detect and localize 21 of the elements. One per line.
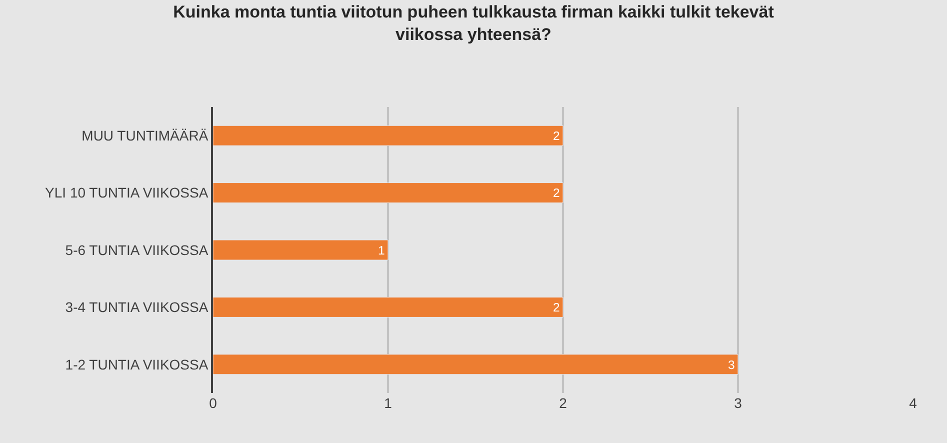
- bar: [213, 354, 738, 375]
- x-tick-label: 1: [384, 395, 392, 411]
- bar: [213, 240, 388, 260]
- bar: [213, 125, 564, 146]
- x-tick-label: 3: [734, 395, 742, 411]
- data-label: 2: [552, 128, 560, 143]
- y-tick-label: 5-6 TUNTIA VIIKOSSA: [65, 242, 209, 258]
- bar: [213, 182, 564, 204]
- x-tick-label: 0: [209, 395, 218, 411]
- bar: [213, 296, 564, 318]
- x-tick-label: 4: [909, 395, 918, 411]
- y-tick-label: 3-4 TUNTIA VIIKOSSA: [65, 299, 209, 316]
- y-tick-label: YLI 10 TUNTIA VIIKOSSA: [45, 184, 209, 201]
- data-label: 2: [552, 300, 560, 315]
- chart-title: Kuinka monta tuntia viitotun puheen tulkkausta firman kaikki tulkit tekevät viikossa yhteensä?: [173, 2, 774, 44]
- data-label: 2: [552, 186, 560, 200]
- y-tick-label: MUU TUNTIMÄÄRÄ: [82, 128, 209, 144]
- x-tick-label: 2: [559, 395, 568, 411]
- y-tick-label: 1-2 TUNTIA VIIKOSSA: [65, 356, 209, 372]
- data-label: 3: [728, 358, 735, 372]
- data-label: 1: [378, 243, 385, 258]
